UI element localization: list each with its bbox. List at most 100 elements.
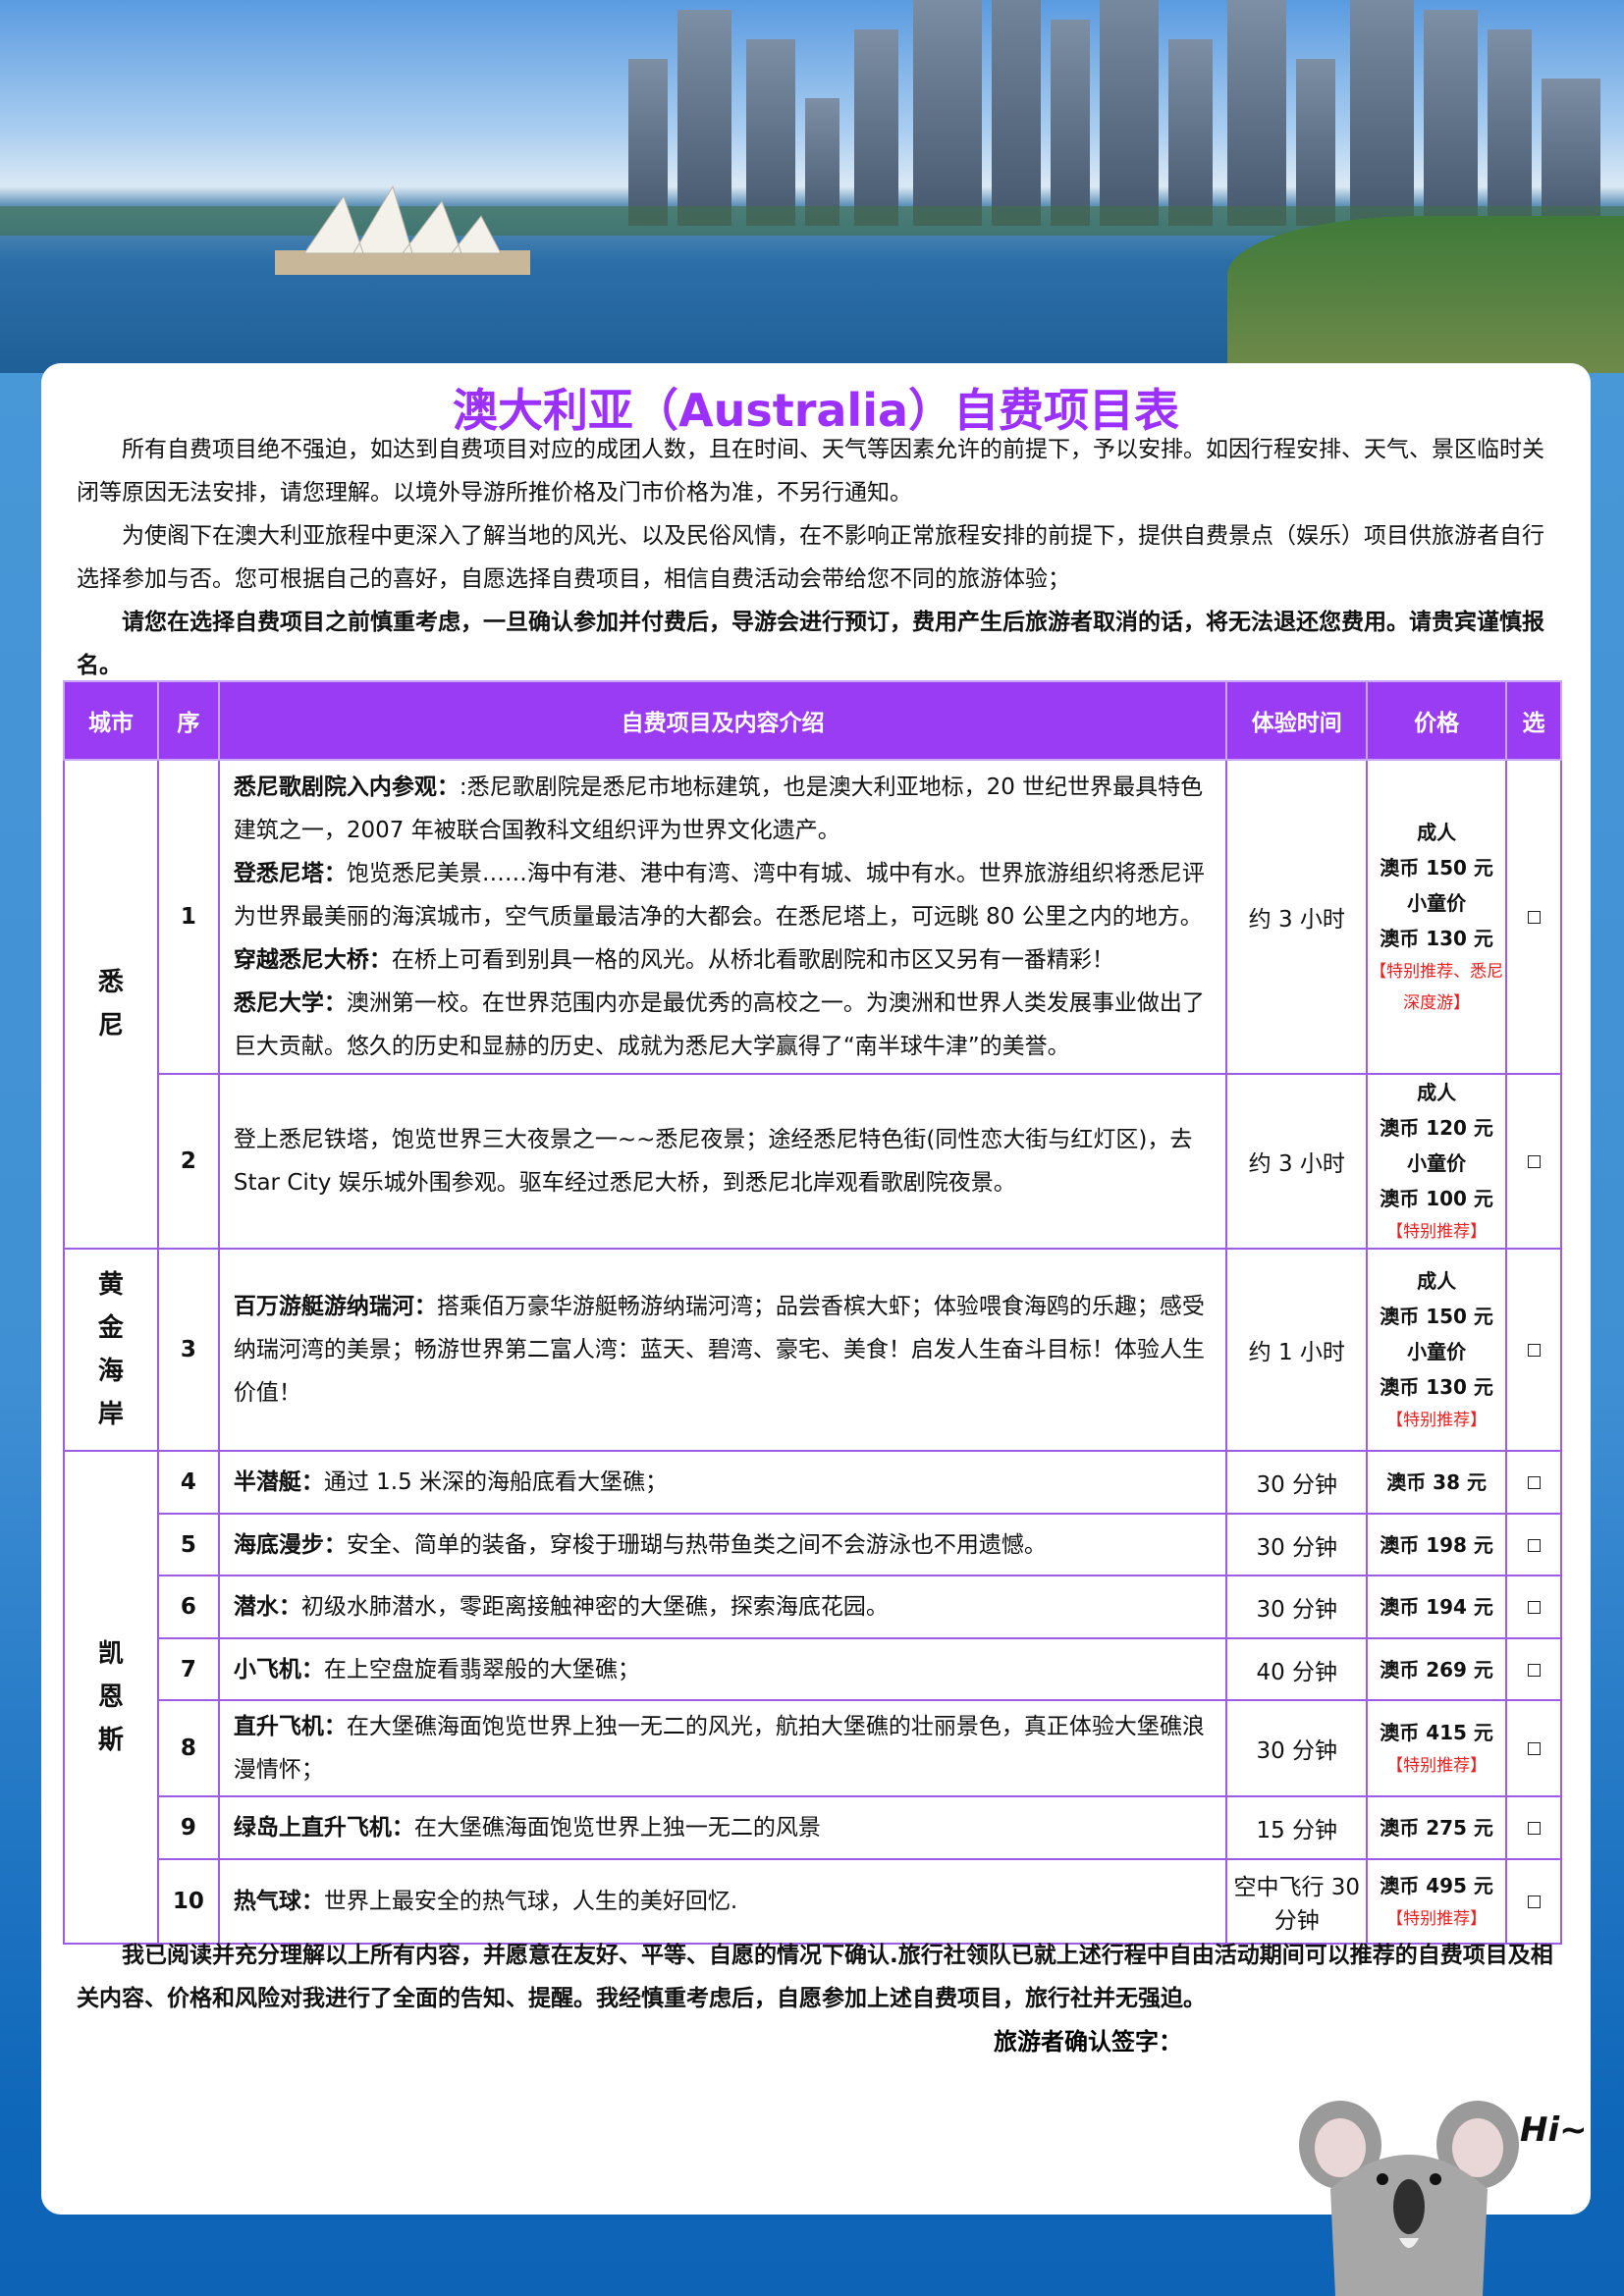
select-checkbox[interactable] — [1527, 1742, 1541, 1755]
table-row: 7 小飞机：在上空盘旋看翡翠般的大堡礁； 40 分钟 澳币 269 元 — [64, 1637, 1562, 1701]
price-line: 澳币 100 元 — [1380, 1187, 1493, 1210]
price-cell: 成人 澳币 150 元小童价 澳币 130 元【特别推荐、悉尼深度游】 — [1366, 759, 1508, 1075]
header-price: 价格 — [1366, 680, 1508, 761]
select-checkbox[interactable] — [1527, 1155, 1541, 1168]
price-line: 成人 — [1417, 1269, 1457, 1293]
duration-cell: 30 分钟 — [1225, 1699, 1369, 1797]
item-title: 小飞机： — [233, 1656, 324, 1682]
price-cell: 成人 澳币 150 元小童价 澳币 130 元【特别推荐】 — [1366, 1248, 1508, 1452]
price-cell: 澳币 198 元 — [1366, 1513, 1508, 1576]
description-cell: 半潜艇：通过 1.5 米深的海船底看大堡礁； — [217, 1450, 1228, 1515]
item-detail: 在大堡礁海面饱览世界上独一无二的风光，航拍大堡礁的壮丽景色，真正体验大堡礁浪漫情… — [233, 1714, 1205, 1783]
price-line: 澳币 150 元 — [1380, 1305, 1493, 1328]
description-cell: 登上悉尼铁塔，饱览世界三大夜景之一~~悉尼夜景；途经悉尼特色街(同性恋大街与红灯… — [217, 1073, 1228, 1250]
price-line: 澳币 38 元 — [1386, 1470, 1487, 1494]
select-checkbox[interactable] — [1527, 1601, 1541, 1614]
table-row: 9 绿岛上直升飞机：在大堡礁海面饱览世界上独一无二的风景 15 分钟 澳币 275 元 — [64, 1795, 1562, 1860]
item-description: 登悉尼塔：饱览悉尼美景……海中有港、港中有湾、湾中有城、城中有水。世界旅游组织将… — [234, 852, 1213, 938]
header-city: 城市 — [63, 680, 159, 761]
select-checkbox[interactable] — [1527, 1663, 1541, 1677]
city-name: 黄金海岸 — [97, 1270, 124, 1429]
price-line: 澳币 495 元 — [1380, 1874, 1493, 1897]
price-cell: 澳币 38 元 — [1366, 1450, 1508, 1515]
select-cell[interactable] — [1505, 1575, 1562, 1639]
select-checkbox[interactable] — [1527, 911, 1541, 924]
select-cell[interactable] — [1505, 759, 1562, 1075]
item-description: 穿越悉尼大桥：在桥上可看到别具一格的风光。从桥北看歌剧院和市区又另有一番精彩！ — [234, 938, 1213, 982]
select-checkbox[interactable] — [1527, 1344, 1541, 1357]
duration-cell: 30 分钟 — [1225, 1513, 1369, 1576]
page-title: 澳大利亚（Australia）自费项目表 — [452, 384, 1180, 437]
item-detail: 澳洲第一校。在世界范围内亦是最优秀的高校之一。为澳洲和世界人类发展事业做出了巨大… — [233, 990, 1205, 1059]
price-cell: 澳币 194 元 — [1366, 1575, 1508, 1639]
seq-cell: 10 — [156, 1858, 220, 1945]
select-cell[interactable] — [1505, 1858, 1562, 1945]
select-checkbox[interactable] — [1527, 1896, 1541, 1908]
header-description: 自费项目及内容介绍 — [217, 680, 1228, 761]
signature-label: 旅游者确认签字： — [994, 2028, 1182, 2056]
item-description: 小飞机：在上空盘旋看翡翠般的大堡礁； — [234, 1648, 1213, 1691]
select-cell[interactable] — [1505, 1637, 1562, 1701]
description-cell: 潜水：初级水肺潜水，零距离接触神密的大堡礁，探索海底花园。 — [217, 1575, 1228, 1639]
recommend-note: 【特别推荐】 — [1386, 1411, 1488, 1430]
price-line: 澳币 194 元 — [1380, 1595, 1493, 1619]
item-detail: 在桥上可看到别具一格的风光。从桥北看歌剧院和市区又另有一番精彩！ — [391, 947, 1114, 973]
recommend-note: 【特别推荐】 — [1386, 1222, 1488, 1242]
confirmation-statement: 我已阅读并充分理解以上所有内容，并愿意在友好、平等、自愿的情况下确认.旅行社领队… — [77, 1943, 1553, 2011]
price-line: 澳币 150 元 — [1380, 856, 1493, 880]
item-description: 悉尼歌剧院入内参观：:悉尼歌剧院是悉尼市地标建筑，也是澳大利亚地标，20 世纪世… — [234, 766, 1213, 852]
item-title: 半潜艇： — [233, 1469, 324, 1495]
select-cell[interactable] — [1505, 1248, 1562, 1452]
seq-cell: 8 — [156, 1699, 220, 1797]
duration-cell: 空中飞行 30 分钟 — [1225, 1858, 1369, 1945]
price-line: 小童价 — [1407, 1151, 1467, 1175]
price-cell: 澳币 495 元【特别推荐】 — [1366, 1858, 1508, 1945]
duration-cell: 约 1 小时 — [1225, 1248, 1369, 1452]
price-line: 成人 — [1417, 821, 1457, 844]
select-checkbox[interactable] — [1527, 1538, 1541, 1552]
intro-paragraph-2: 为使阁下在澳大利亚旅程中更深入了解当地的风光、以及民俗风情，在不影响正常旅程安排… — [77, 523, 1544, 592]
header-select: 选 — [1505, 680, 1562, 761]
intro-paragraph-1: 所有自费项目绝不强迫，如达到自费项目对应的成团人数，且在时间、天气等因素允许的前… — [77, 437, 1544, 506]
seq-cell: 2 — [156, 1073, 220, 1250]
select-cell[interactable] — [1505, 1795, 1562, 1860]
recommend-note: 【特别推荐】 — [1386, 1756, 1488, 1776]
recommend-note: 【特别推荐、悉尼深度游】 — [1370, 962, 1504, 1013]
content-card: 澳大利亚（Australia）自费项目表 所有自费项目绝不强迫，如达到自费项目对… — [41, 363, 1591, 2215]
price-line: 小童价 — [1407, 891, 1467, 915]
item-description: 绿岛上直升飞机：在大堡礁海面饱览世界上独一无二的风景 — [234, 1806, 1213, 1849]
table-row: 悉尼 1 悉尼歌剧院入内参观：:悉尼歌剧院是悉尼市地标建筑，也是澳大利亚地标，20 … — [63, 759, 1562, 1250]
city-name: 凯恩斯 — [97, 1639, 124, 1755]
seq-cell: 3 — [156, 1248, 220, 1452]
select-cell[interactable] — [1505, 1513, 1562, 1576]
select-checkbox[interactable] — [1527, 1822, 1541, 1835]
sydney-harbour-banner — [0, 0, 1624, 373]
price-line: 澳币 120 元 — [1380, 1116, 1493, 1140]
item-detail: 在大堡礁海面饱览世界上独一无二的风景 — [413, 1815, 821, 1841]
item-description: 登上悉尼铁塔，饱览世界三大夜景之一~~悉尼夜景；途经悉尼特色街(同性恋大街与红灯… — [234, 1118, 1213, 1204]
seq-cell: 7 — [156, 1637, 220, 1701]
koala-image — [1299, 2101, 1519, 2296]
select-checkbox[interactable] — [1527, 1476, 1541, 1489]
intro-warning: 请您在选择自费项目之前慎重考虑，一旦确认参加并付费后，导游会进行预订，费用产生后… — [77, 610, 1544, 678]
price-line: 澳币 130 元 — [1380, 1375, 1493, 1399]
seq-cell: 1 — [156, 759, 220, 1075]
duration-cell: 15 分钟 — [1225, 1795, 1369, 1860]
description-cell: 海底漫步：安全、简单的装备，穿梭于珊瑚与热带鱼类之间不会游泳也不用遗憾。 — [217, 1513, 1228, 1576]
select-cell[interactable] — [1505, 1450, 1562, 1515]
price-cell: 澳币 275 元 — [1366, 1795, 1508, 1860]
select-cell[interactable] — [1505, 1073, 1562, 1250]
description-cell: 绿岛上直升飞机：在大堡礁海面饱览世界上独一无二的风景 — [217, 1795, 1228, 1860]
table-row: 5 海底漫步：安全、简单的装备，穿梭于珊瑚与热带鱼类之间不会游泳也不用遗憾。 30 … — [64, 1513, 1562, 1576]
item-title: 潜水： — [233, 1594, 301, 1620]
table-header-row: 城市 序 自费项目及内容介绍 体验时间 价格 选 — [63, 680, 1562, 761]
recommend-note: 【特别推荐】 — [1386, 1909, 1488, 1929]
select-cell[interactable] — [1505, 1699, 1562, 1797]
description-cell: 悉尼歌剧院入内参观：:悉尼歌剧院是悉尼市地标建筑，也是澳大利亚地标，20 世纪世… — [217, 759, 1228, 1075]
item-detail: 安全、简单的装备，穿梭于珊瑚与热带鱼类之间不会游泳也不用遗憾。 — [346, 1531, 1047, 1558]
table-row: 6 潜水：初级水肺潜水，零距离接触神密的大堡礁，探索海底花园。 30 分钟 澳币 19… — [64, 1575, 1562, 1639]
table-row: 黄金海岸 3 百万游艇游纳瑞河：搭乘佰万豪华游艇畅游纳瑞河湾；品尝香槟大虾；体验喂食… — [63, 1248, 1562, 1452]
city-cell: 凯恩斯 — [63, 1450, 159, 1945]
price-line: 澳币 415 元 — [1380, 1721, 1493, 1744]
item-description: 直升飞机：在大堡礁海面饱览世界上独一无二的风光，航拍大堡礁的壮丽景色，真正体验大… — [234, 1705, 1213, 1791]
